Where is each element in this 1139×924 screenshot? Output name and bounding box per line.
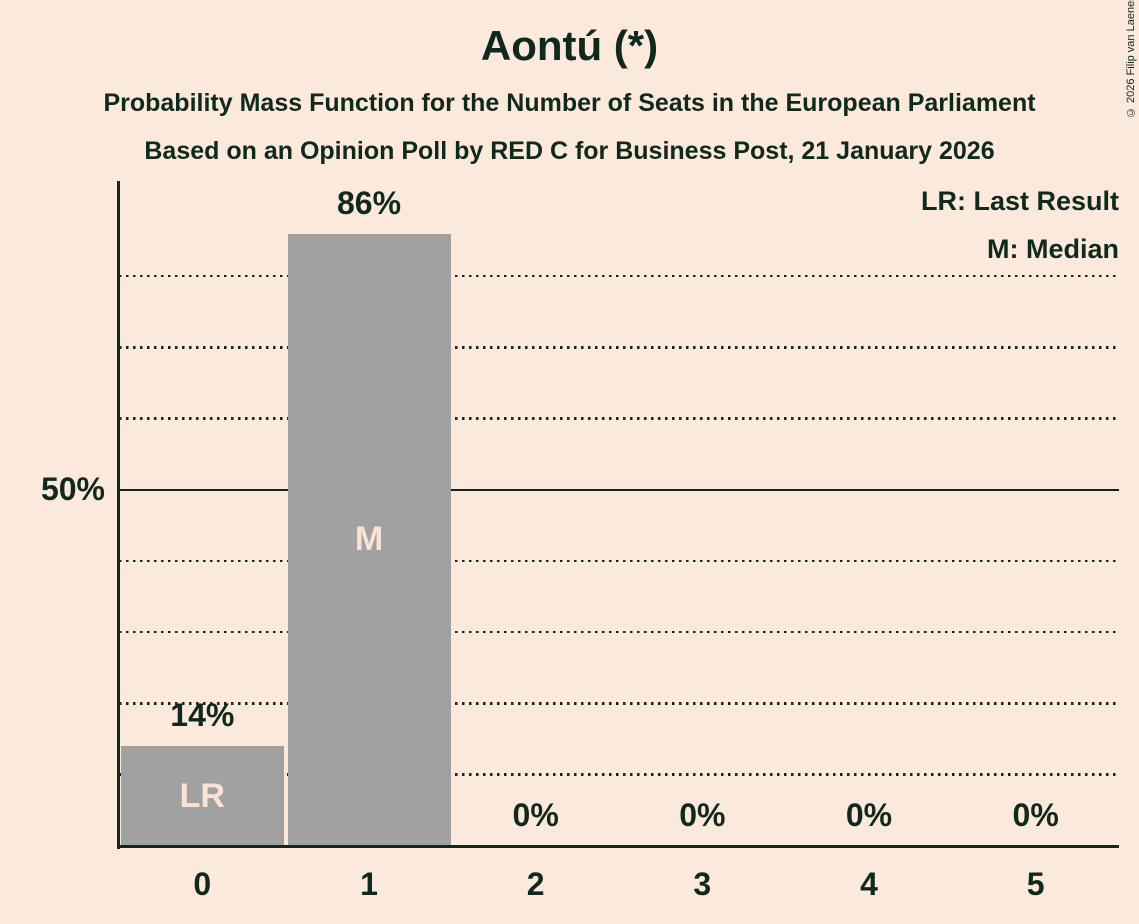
gridline-30pct (119, 630, 1119, 634)
x-tick-label-0: 0 (193, 866, 212, 902)
x-tick-label-1: 1 (360, 866, 378, 902)
x-axis-labels: 0 1 2 3 4 5 (119, 866, 1119, 912)
bar-annotation-lr: LR (179, 776, 225, 815)
bar-seats-1: M (287, 233, 451, 846)
gridline-80pct (119, 274, 1119, 278)
x-tick-label-3: 3 (693, 866, 712, 902)
value-label-seats-2: 0% (512, 797, 559, 833)
x-tick-label-2: 2 (526, 866, 545, 902)
chart-subtitle: Probability Mass Function for the Number… (103, 89, 1036, 117)
chart-title: Aontú (*) (480, 22, 659, 69)
gridline-20pct (119, 702, 1119, 705)
chart-source-line: Based on an Opinion Poll by RED C for Bu… (144, 137, 995, 165)
y-axis-line (117, 181, 120, 849)
y-axis-50pct-label: 50% (40, 471, 105, 507)
x-tick-label-5: 5 (1026, 866, 1045, 902)
gridline-40pct (119, 559, 1119, 563)
value-label-seats-0: 14% (170, 697, 235, 734)
gridline-50pct-solid (119, 488, 1119, 491)
legend-median: M: Median (987, 234, 1119, 264)
x-tick-label-4: 4 (860, 866, 878, 902)
value-label-seats-5: 0% (1012, 797, 1059, 833)
gridline-70pct (119, 346, 1119, 349)
bar-annotation-m: M (354, 520, 384, 559)
legend-last-result: LR: Last Result (920, 186, 1119, 216)
value-label-seats-3: 0% (679, 797, 726, 833)
legend: LR: Last Result M: Median (921, 177, 1119, 273)
plot-area: LR 14% M 86% 0% 0% 0% 0% (119, 181, 1119, 846)
copyright-notice: © 2026 Filip van Laenen (1125, 0, 1137, 118)
x-axis-line (117, 845, 1119, 848)
bar-seats-0: LR (120, 746, 284, 846)
gridline-60pct (119, 417, 1119, 420)
value-label-seats-1: 86% (336, 184, 402, 221)
gridline-10pct (119, 773, 1119, 776)
value-label-seats-4: 0% (845, 797, 893, 833)
